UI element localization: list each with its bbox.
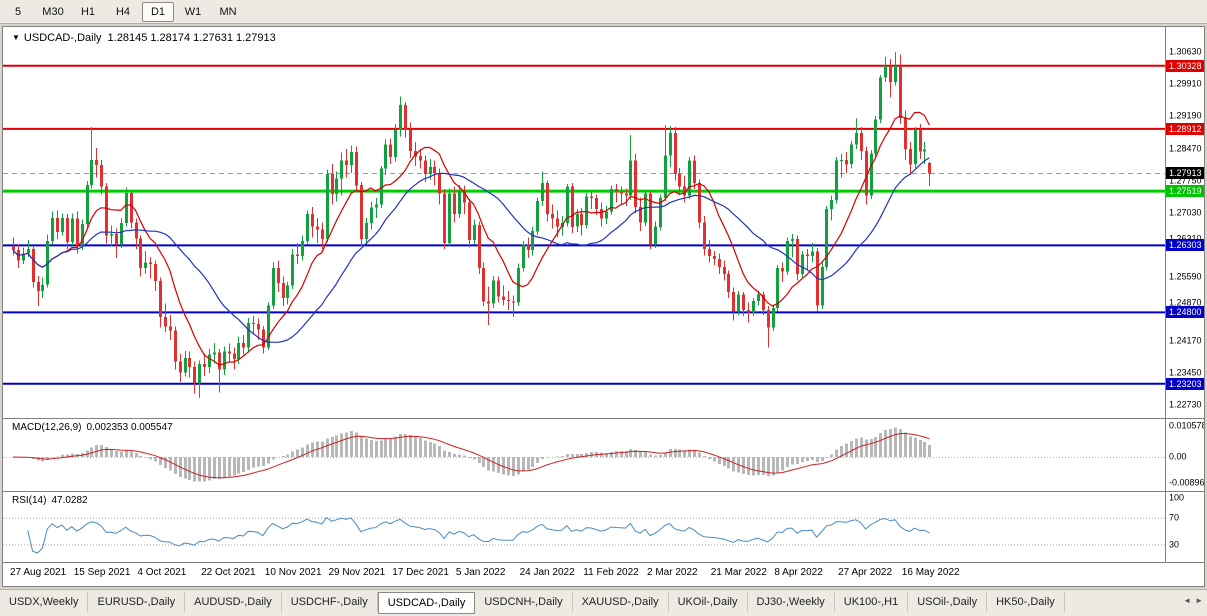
macd-axis-label: 0.010578 xyxy=(1169,420,1205,431)
symbol-tab-usdcnh-daily[interactable]: USDCNH-,Daily xyxy=(475,592,573,612)
date-axis-label: 15 Sep 2021 xyxy=(73,567,131,578)
date-axis-label: 4 Oct 2021 xyxy=(137,567,187,578)
rsi-axis-label: 30 xyxy=(1169,539,1180,550)
macd-panel-label: MACD(12,26,9) 0.002353 0.005547 xyxy=(12,422,173,433)
rsi-panel-label: RSI(14) 47.0282 xyxy=(12,495,88,506)
price-badge: 1.27519 xyxy=(1166,185,1204,198)
timeframe-button-5[interactable]: 5 xyxy=(14,5,22,18)
date-axis-label: 21 Mar 2022 xyxy=(710,567,767,578)
date-axis-label: 11 Feb 2022 xyxy=(583,567,639,578)
price-axis-label: 1.27030 xyxy=(1169,207,1202,218)
symbol-tab-dj30-weekly[interactable]: DJ30-,Weekly xyxy=(748,592,835,612)
tab-scroll-left-icon[interactable]: ◄ xyxy=(1183,596,1192,605)
price-axis-label: 1.30630 xyxy=(1169,46,1202,57)
price-axis-label: 1.26310 xyxy=(1169,234,1202,244)
date-axis-label: 10 Nov 2021 xyxy=(264,567,322,578)
symbol-tab-usdx-weekly[interactable]: USDX,Weekly xyxy=(0,592,89,612)
price-badge: 1.23203 xyxy=(1166,377,1204,390)
tab-scroll-right-icon[interactable]: ► xyxy=(1195,596,1203,605)
price-axis-label: 1.24170 xyxy=(1169,335,1202,346)
date-axis-label: 5 Jan 2022 xyxy=(455,567,506,578)
timeframe-button-h4[interactable]: H4 xyxy=(115,5,131,18)
symbol-tab-bar: USDX,Weekly EURUSD-,Daily AUDUSD-,Daily USD… xyxy=(0,589,1207,616)
price-badge: 1.28912 xyxy=(1166,122,1204,135)
rsi-indicator-name: RSI(14) xyxy=(12,495,47,506)
timeframe-button-w1[interactable]: W1 xyxy=(184,5,202,18)
price-badge: 1.27913 xyxy=(1166,167,1204,180)
date-axis-label: 29 Nov 2021 xyxy=(328,567,386,578)
timeframe-button-mn[interactable]: MN xyxy=(219,5,237,18)
date-axis-label: 2 Mar 2022 xyxy=(647,567,698,578)
price-axis-label: 1.22730 xyxy=(1169,399,1202,410)
date-axis-label: 22 Oct 2021 xyxy=(201,567,256,578)
macd-axis-label: -0.00896 xyxy=(1169,477,1205,488)
timeframe-button-m30[interactable]: M30 xyxy=(42,5,64,18)
symbol-tab-strip: USDX,Weekly EURUSD-,Daily AUDUSD-,Daily USD… xyxy=(0,592,1181,614)
timeframe-button-d1[interactable]: D1 xyxy=(142,1,174,22)
price-badge: 1.30328 xyxy=(1166,59,1204,72)
symbol-tab-ukoil-daily[interactable]: UKOil-,Daily xyxy=(669,592,748,612)
timeframe-toolbar: 5 M30 H1 H4 D1 W1 MN xyxy=(0,0,1207,24)
date-axis-label: 27 Apr 2022 xyxy=(838,567,893,578)
price-badge: 1.24800 xyxy=(1166,306,1204,319)
rsi-indicator-value: 47.0282 xyxy=(51,495,88,506)
symbol-tab-usdchf-daily[interactable]: USDCHF-,Daily xyxy=(282,592,378,612)
date-axis-label: 24 Jan 2022 xyxy=(519,567,575,578)
chart-menu-arrow-icon[interactable]: ▼ xyxy=(12,33,20,42)
price-axis-label: 1.24870 xyxy=(1169,297,1202,308)
price-axis-label: 1.29910 xyxy=(1169,78,1202,89)
macd-indicator-name: MACD(12,26,9) xyxy=(12,422,82,433)
chart-canvas[interactable] xyxy=(3,27,1204,586)
price-axis-label: 1.28470 xyxy=(1169,143,1202,154)
date-axis-label: 27 Aug 2021 xyxy=(10,567,67,578)
chart-symbol-label: USDCAD-,Daily xyxy=(23,32,102,44)
tab-scroll-controls: ◄ ► xyxy=(1181,592,1207,605)
price-axis-label: 1.27750 xyxy=(1169,175,1202,186)
symbol-tab-xauusd-daily[interactable]: XAUUSD-,Daily xyxy=(573,592,669,612)
rsi-axis-label: 70 xyxy=(1169,512,1180,523)
rsi-axis-label: 100 xyxy=(1169,492,1185,503)
macd-indicator-values: 0.002353 0.005547 xyxy=(86,422,173,433)
chart-ohlc-values: 1.28145 1.28174 1.27631 1.27913 xyxy=(107,32,276,44)
date-axis-label: 8 Apr 2022 xyxy=(774,567,823,578)
price-badge: 1.26303 xyxy=(1166,239,1204,252)
timeframe-button-h1[interactable]: H1 xyxy=(80,5,96,18)
date-axis-label: 17 Dec 2021 xyxy=(392,567,449,578)
price-axis-label: 1.23450 xyxy=(1169,367,1202,378)
symbol-tab-audusd-daily[interactable]: AUDUSD-,Daily xyxy=(185,592,282,612)
symbol-tab-usdcad-daily[interactable]: USDCAD-,Daily xyxy=(377,592,476,614)
macd-axis-label: 0.00 xyxy=(1169,451,1187,462)
symbol-tab-eurusd-daily[interactable]: EURUSD-,Daily xyxy=(88,592,186,612)
price-axis-label: 1.25590 xyxy=(1169,271,1202,282)
symbol-tab-uk100-h1[interactable]: UK100-,H1 xyxy=(835,592,909,612)
date-axis-label: 16 May 2022 xyxy=(901,567,960,578)
chart-window: ▼ USDCAD-,Daily 1.28145 1.28174 1.27631 1.… xyxy=(2,26,1205,587)
price-axis-label: 1.29190 xyxy=(1169,110,1202,121)
chart-title: ▼ USDCAD-,Daily 1.28145 1.28174 1.27631 1.… xyxy=(12,32,276,44)
symbol-tab-hk50-daily[interactable]: HK50-,Daily xyxy=(987,592,1065,612)
symbol-tab-usoil-daily[interactable]: USOil-,Daily xyxy=(908,592,988,612)
